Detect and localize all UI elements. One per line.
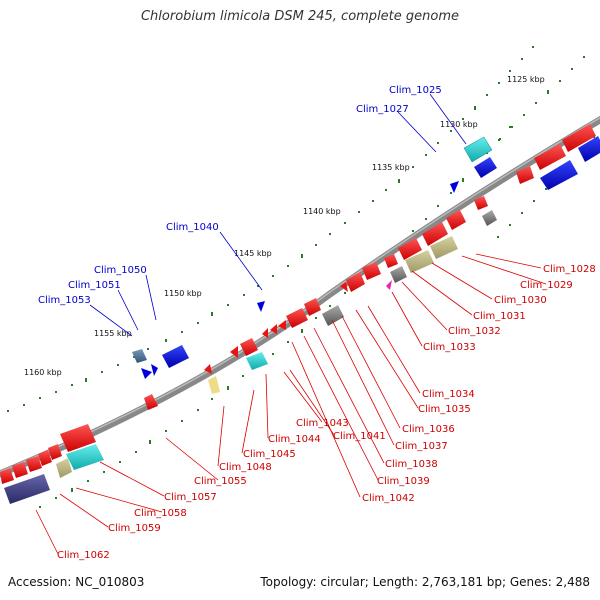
label-clim-1039: Clim_1039 bbox=[377, 476, 430, 487]
gene-clim-1041 bbox=[322, 305, 344, 326]
gene-clim-1055 bbox=[144, 394, 158, 410]
reverse-genes bbox=[0, 124, 596, 504]
gene-clim-1058 bbox=[56, 458, 72, 478]
reverse-label-lines bbox=[35, 253, 547, 555]
label-clim-1035: Clim_1035 bbox=[418, 404, 471, 415]
scale-label-1145: 1145 kbp bbox=[234, 249, 272, 258]
label-clim-1028: Clim_1028 bbox=[543, 264, 596, 275]
gene-clim-1062 bbox=[4, 474, 50, 504]
gene-right-blue bbox=[578, 136, 600, 162]
forward-genes bbox=[132, 136, 600, 379]
label-clim-1030: Clim_1030 bbox=[494, 295, 547, 306]
gene-clim-1038 bbox=[386, 280, 392, 290]
forward-label-lines bbox=[89, 93, 467, 337]
gene-clim-1039 bbox=[362, 262, 381, 280]
gene-clim-1028 bbox=[534, 144, 566, 170]
label-clim-1042: Clim_1042 bbox=[362, 493, 415, 504]
label-clim-1034: Clim_1034 bbox=[422, 389, 475, 400]
label-clim-1045: Clim_1045 bbox=[243, 449, 296, 460]
figure-title: Chlorobium limicola DSM 245, complete ge… bbox=[140, 9, 460, 24]
label-clim-1057: Clim_1057 bbox=[164, 492, 217, 503]
gene-clim-1027 bbox=[450, 181, 459, 193]
genome-summary-text: Topology: circular; Length: 2,763,181 bp… bbox=[260, 575, 590, 589]
gene-clim-1030 bbox=[474, 196, 488, 210]
label-clim-1044: Clim_1044 bbox=[268, 434, 321, 445]
gene-clim-1057 bbox=[66, 444, 104, 470]
gene-clim-1033 bbox=[430, 236, 458, 259]
label-clim-1037: Clim_1037 bbox=[395, 441, 448, 452]
scale-label-1155: 1155 kbp bbox=[94, 329, 132, 338]
gene-clim-1029 bbox=[482, 210, 497, 226]
gene-clim-1044 bbox=[278, 320, 286, 330]
gene-clim-1050 bbox=[162, 345, 189, 368]
gene-clim-1061b bbox=[12, 462, 28, 478]
label-clim-1062: Clim_1062 bbox=[57, 550, 110, 561]
accession-text: Accession: NC_010803 bbox=[8, 575, 145, 589]
scale-label-1125: 1125 kbp bbox=[507, 75, 545, 84]
label-clim-1032: Clim_1032 bbox=[448, 326, 501, 337]
label-clim-1048: Clim_1048 bbox=[219, 462, 272, 473]
label-clim-1055: Clim_1055 bbox=[194, 476, 247, 487]
gene-clim-1060 bbox=[38, 450, 52, 466]
gene-clim-1035 bbox=[398, 238, 422, 260]
label-clim-1050: Clim_1050 bbox=[94, 265, 147, 276]
gene-clim-1056 bbox=[60, 424, 96, 452]
outer-scale-ticks bbox=[7, 46, 585, 412]
gene-clim-1039c bbox=[340, 282, 348, 292]
gene-clim-1047 bbox=[230, 346, 238, 358]
gene-right-red-1 bbox=[562, 124, 596, 152]
gene-clim-1040 bbox=[257, 301, 265, 312]
gene-clim-1031 bbox=[446, 210, 466, 230]
gene-clim-1036 bbox=[390, 266, 407, 283]
label-clim-1033: Clim_1033 bbox=[423, 342, 476, 353]
gene-clim-1039b bbox=[346, 272, 365, 292]
label-clim-1041: Clim_1041 bbox=[333, 431, 386, 442]
genome-backbone bbox=[0, 115, 600, 478]
label-clim-1043: Clim_1043 bbox=[296, 418, 349, 429]
gene-clim-1044c bbox=[262, 328, 268, 338]
gene-clim-1052 bbox=[132, 349, 147, 363]
gene-clim-1051 bbox=[151, 364, 158, 376]
gene-clim-1046 bbox=[240, 338, 258, 356]
gene-clim-1034 bbox=[405, 250, 434, 273]
gene-clim-1043 bbox=[286, 308, 308, 328]
scale-label-1140: 1140 kbp bbox=[303, 207, 341, 216]
label-clim-1051: Clim_1051 bbox=[68, 280, 121, 291]
gene-clim-1061 bbox=[26, 456, 42, 472]
gene-clim-1048 bbox=[208, 376, 220, 394]
scale-labels: 1125 kbp 1130 kbp 1135 kbp 1140 kbp 1145… bbox=[24, 75, 545, 377]
forward-labels: Clim_1025 Clim_1027 Clim_1040 Clim_1050 … bbox=[38, 85, 442, 306]
gene-clim-1049 bbox=[204, 364, 212, 374]
gene-clim-1061c bbox=[0, 468, 14, 484]
gene-right-red-2 bbox=[516, 166, 534, 184]
genome-backbone-highlight bbox=[0, 117, 600, 473]
reverse-labels: Clim_1028 Clim_1029 Clim_1030 Clim_1031 … bbox=[57, 264, 596, 561]
label-clim-1036: Clim_1036 bbox=[402, 424, 455, 435]
scale-label-1150: 1150 kbp bbox=[164, 289, 202, 298]
gene-right-blue-2 bbox=[540, 160, 578, 190]
gene-clim-1045 bbox=[246, 352, 268, 370]
label-clim-1029: Clim_1029 bbox=[520, 280, 573, 291]
label-clim-1058: Clim_1058 bbox=[134, 508, 187, 519]
gene-clim-1032 bbox=[422, 222, 448, 246]
scale-label-1130: 1130 kbp bbox=[440, 120, 478, 129]
gene-clim-1026 bbox=[474, 157, 497, 178]
label-clim-1031: Clim_1031 bbox=[473, 311, 526, 322]
label-clim-1038: Clim_1038 bbox=[385, 459, 438, 470]
label-clim-1040: Clim_1040 bbox=[166, 222, 219, 233]
label-clim-1053: Clim_1053 bbox=[38, 295, 91, 306]
gene-clim-1025 bbox=[463, 136, 493, 163]
gene-clim-1037 bbox=[384, 254, 398, 268]
gene-clim-1044b bbox=[270, 324, 277, 334]
label-clim-1025: Clim_1025 bbox=[389, 85, 442, 96]
gene-clim-1042 bbox=[304, 298, 321, 316]
label-clim-1027: Clim_1027 bbox=[356, 104, 409, 115]
scale-label-1135: 1135 kbp bbox=[372, 163, 410, 172]
gene-clim-1059 bbox=[48, 444, 62, 460]
label-clim-1059: Clim_1059 bbox=[108, 523, 161, 534]
scale-label-1160: 1160 kbp bbox=[24, 368, 62, 377]
gene-clim-1053 bbox=[141, 368, 152, 379]
